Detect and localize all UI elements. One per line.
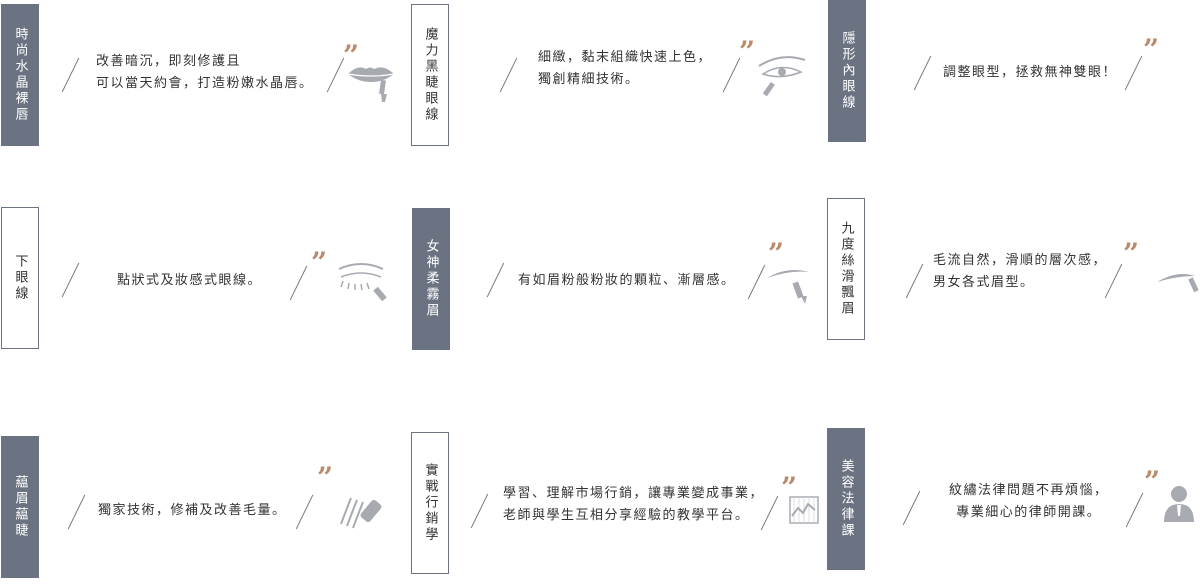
service-description: 毛流自然，滑順的層次感， 男女各式眉型。 (933, 250, 1107, 294)
quote-mark-icon: ” (781, 471, 798, 504)
quote-mark-icon: ” (311, 246, 328, 279)
service-card-6[interactable]: 九度絲滑飄眉 毛流自然，滑順的層次感， 男女各式眉型。 ” (827, 198, 1200, 348)
service-title: 女神柔霧眉 (423, 239, 439, 319)
service-title: 九度絲滑飄眉 (838, 221, 854, 317)
lash-serum-icon (337, 490, 391, 532)
service-card-7[interactable]: 藴眉藴睫 獨家技術，修補及改善毛量。 ” (0, 436, 400, 586)
lower-lash-icon (335, 259, 397, 307)
eyebrow-pencil-icon (765, 264, 817, 308)
service-title-tag: 時尚水晶裸唇 (1, 4, 39, 146)
divider-slash (326, 57, 345, 93)
service-title-tag: 實戰行銷學 (411, 432, 449, 574)
service-description: 紋繡法律問題不再煩惱， 專業細心的律師開課。 (949, 480, 1109, 524)
service-description: 有如眉粉般粉妝的顆粒、漸層感。 (518, 270, 736, 292)
service-title: 實戰行銷學 (422, 463, 438, 543)
quote-mark-icon: ” (739, 35, 756, 68)
divider-slash (470, 493, 489, 529)
service-title: 時尚水晶裸唇 (12, 27, 28, 123)
description-line: 男女各式眉型。 (933, 275, 1035, 290)
brow-brush-icon (1155, 268, 1200, 300)
lips-icon (344, 60, 402, 104)
quote-mark-icon: ” (1144, 465, 1161, 498)
divider-slash (61, 57, 80, 93)
service-title-tag: 女神柔霧眉 (412, 208, 450, 350)
description-line: 改善暗沉，即刻修護且 (96, 54, 242, 69)
divider-slash (905, 263, 924, 299)
divider-slash (913, 55, 932, 91)
divider-slash (499, 57, 518, 93)
divider-slash (902, 490, 921, 526)
quote-mark-icon: ” (343, 39, 360, 72)
service-title-tag: 藴眉藴睫 (1, 436, 39, 578)
description-line: 獨創精細技術。 (538, 72, 640, 87)
description-line: 學習、理解市場行銷，讓專業變成事業， (503, 486, 765, 501)
service-title: 下眼線 (12, 254, 28, 302)
divider-slash (1104, 263, 1123, 299)
service-title-tag: 九度絲滑飄眉 (827, 198, 865, 340)
service-description: 獨家技術，修補及改善毛量。 (98, 500, 287, 522)
divider-slash (486, 262, 505, 298)
divider-slash (61, 262, 80, 298)
description-line: 點狀式及妝感式眼線。 (117, 273, 263, 288)
divider-slash (722, 57, 741, 93)
service-title-tag: 隱形內眼線 (828, 0, 866, 142)
divider-slash (1124, 55, 1143, 91)
service-card-5[interactable]: 女神柔霧眉 有如眉粉般粉妝的顆粒、漸層感。 ” (412, 208, 812, 358)
service-card-8[interactable]: 實戰行銷學 學習、理解市場行銷，讓專業變成事業， 老師與學生互相分享經驗的教學平… (411, 432, 819, 582)
description-line: 有如眉粉般粉妝的顆粒、漸層感。 (518, 273, 736, 288)
quote-mark-icon: ” (317, 461, 334, 494)
divider-slash (67, 494, 86, 530)
chart-icon (789, 496, 819, 524)
service-description: 學習、理解市場行銷，讓專業變成事業， 老師與學生互相分享經驗的教學平台。 (503, 483, 764, 527)
service-title-tag: 魔力黑睫眼線 (411, 4, 449, 146)
service-description: 點狀式及妝感式眼線。 (117, 270, 262, 292)
divider-slash (295, 494, 314, 530)
description-line: 調整眼型，拯救無神雙眼！ (943, 65, 1118, 80)
service-card-2[interactable]: 魔力黑睫眼線 細緻，黏末組織快速上色， 獨創精細技術。 ” (411, 4, 811, 154)
service-card-3[interactable]: 隱形內眼線 調整眼型，拯救無神雙眼！ ” (828, 0, 1200, 150)
divider-slash (289, 265, 308, 301)
lawyer-icon (1162, 484, 1196, 522)
description-line: 紋繡法律問題不再煩惱， (949, 483, 1109, 498)
description-line: 可以當天約會，打造粉嫩水晶唇。 (96, 76, 314, 91)
quote-mark-icon: ” (1143, 33, 1160, 66)
service-title: 魔力黑睫眼線 (422, 27, 438, 123)
service-card-4[interactable]: 下眼線 點狀式及妝感式眼線。 ” (0, 207, 400, 357)
quote-mark-icon: ” (1123, 237, 1140, 270)
divider-slash (1125, 492, 1144, 528)
service-description: 調整眼型，拯救無神雙眼！ (943, 62, 1117, 84)
service-title-tag: 美容法律課 (827, 428, 865, 570)
divider-slash (747, 264, 766, 300)
service-title-tag: 下眼線 (1, 207, 39, 349)
service-description: 細緻，黏末組織快速上色， 獨創精細技術。 (538, 47, 712, 91)
service-title: 藴眉藴睫 (12, 475, 28, 539)
service-card-1[interactable]: 時尚水晶裸唇 改善暗沉，即刻修護且 可以當天約會，打造粉嫩水晶唇。 ” (0, 4, 400, 154)
description-line: 毛流自然，滑順的層次感， (933, 253, 1108, 268)
description-line: 老師與學生互相分享經驗的教學平台。 (503, 508, 750, 523)
quote-mark-icon: ” (768, 237, 785, 270)
service-description: 改善暗沉，即刻修護且 可以當天約會，打造粉嫩水晶唇。 (96, 51, 314, 95)
service-title: 美容法律課 (838, 459, 854, 539)
service-title: 隱形內眼線 (839, 31, 855, 111)
description-line: 細緻，黏末組織快速上色， (538, 50, 713, 65)
eye-liner-icon (755, 48, 811, 100)
service-card-9[interactable]: 美容法律課 紋繡法律問題不再煩惱， 專業細心的律師開課。 ” (827, 428, 1200, 578)
description-line: 獨家技術，修補及改善毛量。 (98, 503, 287, 518)
description-line: 專業細心的律師開課。 (956, 505, 1102, 520)
